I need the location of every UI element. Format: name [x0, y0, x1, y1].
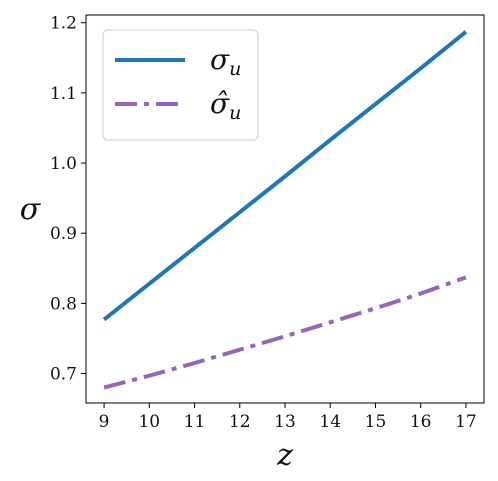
y-tick-label: 1.1 — [50, 84, 77, 104]
legend: σu σ̂u — [102, 29, 259, 141]
x-tick-label: 10 — [138, 412, 160, 432]
series-line-2 — [103, 275, 467, 390]
legend-box — [102, 29, 259, 141]
y-tick-label: 1.2 — [50, 14, 77, 34]
y-axis-label: σ — [20, 192, 42, 227]
x-axis-label: z — [276, 438, 293, 473]
series-line-1 — [102, 30, 468, 322]
x-tick-label: 9 — [99, 412, 110, 432]
legend-label-2: σ̂u — [210, 87, 241, 124]
y-tick-label: 0.9 — [50, 224, 77, 244]
y-tick-label: 1.0 — [50, 154, 77, 174]
x-tick-label: 12 — [229, 412, 251, 432]
series-layer — [102, 30, 468, 390]
x-tick-label: 16 — [410, 412, 432, 432]
axis-ticks: 9 10 11 12 13 14 15 16 17 0.7 0.8 0.9 1.0 1.1 1.2 — [50, 14, 477, 432]
x-tick-label: 17 — [455, 412, 477, 432]
y-tick-label: 0.7 — [50, 365, 77, 385]
x-tick-label: 15 — [365, 412, 387, 432]
x-tick-label: 11 — [184, 412, 206, 432]
y-tick-label: 0.8 — [50, 294, 77, 314]
x-tick-label: 14 — [319, 412, 341, 432]
x-tick-label: 13 — [274, 412, 296, 432]
legend-label-1: σu — [210, 43, 241, 80]
